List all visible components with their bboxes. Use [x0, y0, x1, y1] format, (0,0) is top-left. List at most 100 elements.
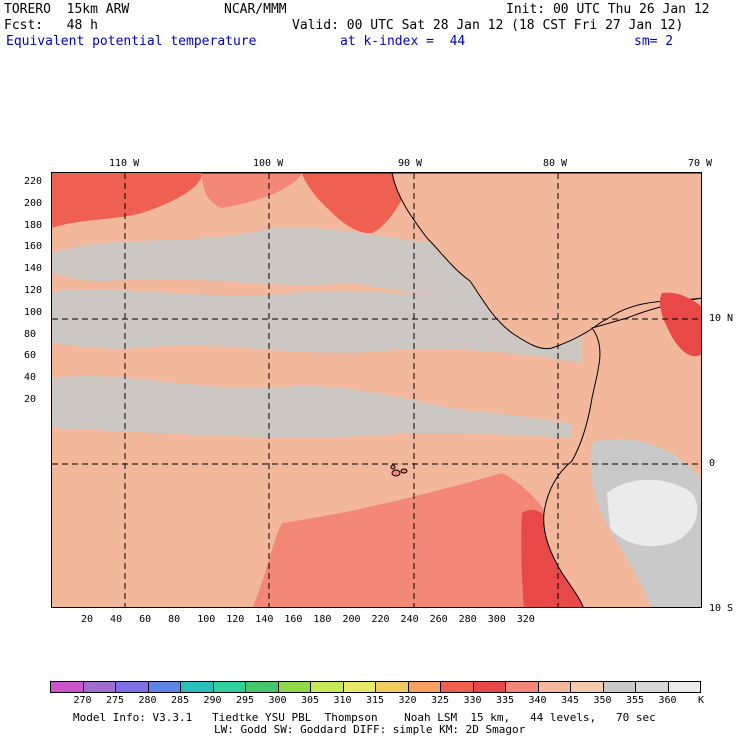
- x-tick-label: 120: [226, 614, 245, 625]
- colorbar-swatch: [115, 681, 149, 693]
- level-info: at k-index = 44: [340, 34, 466, 49]
- colorbar-label: 275: [105, 695, 125, 706]
- y-tick-label: 160: [24, 241, 43, 253]
- y-tick-label: 140: [24, 263, 43, 275]
- x-tick-label: 100: [197, 614, 216, 625]
- init-time: Init: 00 UTC Thu 26 Jan 12: [506, 2, 710, 17]
- colorbar-label: 305: [300, 695, 320, 706]
- x-tick-label: 80: [168, 614, 181, 625]
- colorbar-label: 335: [495, 695, 515, 706]
- colorbar-swatch: [570, 681, 604, 693]
- land-central-america: [202, 173, 701, 350]
- colorbar-label: 320: [398, 695, 417, 706]
- colorbar-label: 355: [625, 695, 645, 706]
- colorbar-label: 345: [560, 695, 580, 706]
- x-tick-label: 160: [284, 614, 303, 625]
- x-tick-label: 40: [110, 614, 123, 625]
- warm-north-region-2: [302, 173, 412, 234]
- smoothing-info: sm= 2: [634, 34, 674, 49]
- x-tick-label: 140: [255, 614, 274, 625]
- x-tick-label: 280: [458, 614, 477, 625]
- y-tick-label: 40: [24, 372, 37, 384]
- colorbar-label: 315: [365, 695, 385, 706]
- gray-band-north: [52, 227, 522, 303]
- colorbar-label: 300: [268, 695, 287, 706]
- colorbar-label: 350: [593, 695, 612, 706]
- x-tick-label: 240: [400, 614, 419, 625]
- colorbar-swatch: [472, 681, 506, 693]
- x-tick-label: 260: [429, 614, 448, 625]
- colorbar-label: 340: [528, 695, 547, 706]
- y-tick-label: 20: [24, 394, 37, 405]
- organization: NCAR/MMM: [224, 2, 287, 17]
- theta-e-field: [52, 173, 701, 607]
- land-amazon-light: [607, 479, 698, 547]
- colorbar-swatch: [180, 681, 214, 693]
- colorbar-label: 280: [138, 695, 157, 706]
- x-tick-label: 20: [81, 614, 94, 625]
- map-gridlines: [52, 173, 701, 607]
- colorbar-swatch: [440, 681, 474, 693]
- y-tick-label: 80: [24, 328, 37, 340]
- model-name: TORERO 15km ARW: [4, 2, 130, 17]
- colorbar-swatch: [342, 681, 376, 693]
- x-tick-label: 300: [487, 614, 506, 625]
- warm-south-region: [252, 473, 552, 607]
- colorbar-label: 310: [333, 695, 352, 706]
- colorbar-label: 360: [658, 695, 677, 706]
- colorbar-swatch: [407, 681, 441, 693]
- colorbar-swatch: [82, 681, 116, 693]
- x-tick-label: 60: [139, 614, 152, 625]
- colorbar-label: 295: [235, 695, 255, 706]
- valid-time: Valid: 00 UTC Sat 28 Jan 12 (18 CST Fri …: [292, 18, 684, 33]
- lon-label-100w: 100 W: [253, 158, 284, 169]
- y-tick-label: 60: [24, 350, 37, 362]
- colorbar-swatch: [635, 681, 669, 693]
- colorbar-swatch: [667, 681, 701, 693]
- y-tick-label: 200: [24, 197, 43, 209]
- lon-label-110w: 110 W: [109, 158, 140, 169]
- y-tick-label: 120: [24, 285, 43, 296]
- forecast-hour: Fcst: 48 h: [4, 18, 98, 33]
- lat-label-10s: 10 S: [709, 603, 734, 614]
- gray-band-south: [52, 375, 572, 438]
- warm-coast-peru: [521, 509, 584, 607]
- colorbar-swatch: [50, 681, 84, 693]
- x-tick-label: 180: [313, 614, 332, 625]
- lon-label-80w: 80 W: [543, 158, 568, 169]
- y-tick-label: 100: [24, 306, 43, 318]
- galapagos-islands: [390, 464, 408, 477]
- y-tick-label: 220: [24, 176, 43, 187]
- y-tick-label: 180: [24, 219, 43, 231]
- x-tick-label: 320: [516, 614, 535, 625]
- colorbar-swatch: [375, 681, 409, 693]
- colorbar-unit: K: [698, 695, 705, 706]
- lon-label-70w: 70 W: [688, 158, 713, 169]
- gray-band-central: [52, 289, 582, 363]
- colorbar-swatch: [212, 681, 246, 693]
- field-name: Equivalent potential temperature: [6, 34, 257, 49]
- lat-label-10n: 10 N: [709, 313, 734, 324]
- colorbar-swatch: [147, 681, 181, 693]
- warm-north-region: [52, 173, 202, 228]
- colorbar-swatch: [602, 681, 636, 693]
- warm-cloud-patch: [202, 173, 302, 208]
- land-andes-warm: [660, 292, 701, 357]
- colorbar-label: 290: [203, 695, 222, 706]
- model-info: Model Info: V3.3.1 Tiedtke YSU PBL Thomp…: [73, 711, 656, 724]
- lat-label-0: 0: [709, 458, 716, 469]
- colorbar-swatch: [505, 681, 539, 693]
- colorbar-swatch: [277, 681, 311, 693]
- colorbar-label: 285: [170, 695, 190, 706]
- colorbar-label: 330: [463, 695, 482, 706]
- colorbar-label: 325: [430, 695, 450, 706]
- physics-info: LW: Godd SW: Goddard DIFF: simple KM: 2D…: [214, 723, 526, 736]
- colorbar-label: 270: [73, 695, 92, 706]
- map-panel: [51, 172, 702, 608]
- colorbar-swatch: [245, 681, 279, 693]
- colorbar-swatch: [537, 681, 571, 693]
- x-tick-label: 200: [342, 614, 361, 625]
- colorbar-swatch: [310, 681, 344, 693]
- lon-label-90w: 90 W: [398, 158, 423, 169]
- x-tick-label: 220: [371, 614, 390, 625]
